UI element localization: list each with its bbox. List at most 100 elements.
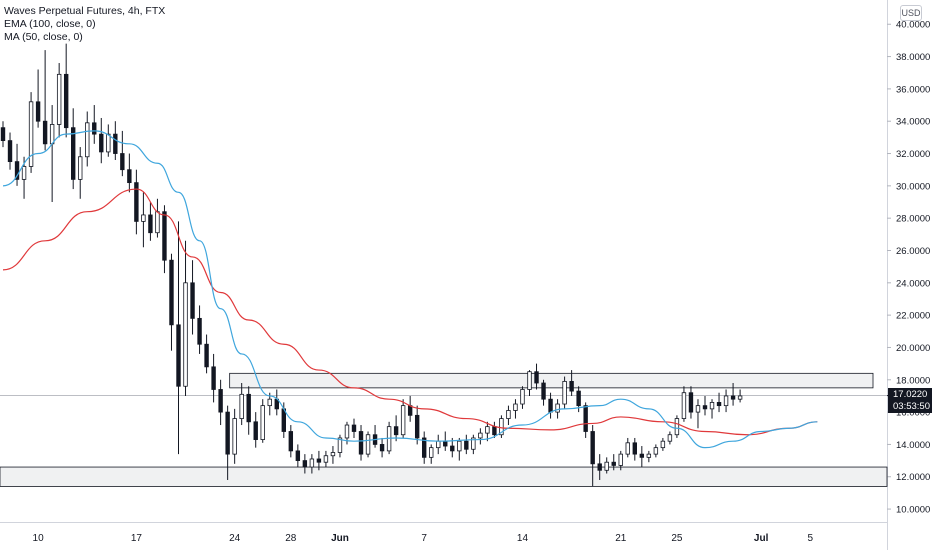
candle-body — [429, 447, 434, 458]
candle-body — [457, 440, 462, 452]
zone-rect — [229, 372, 874, 389]
candle-body — [478, 432, 483, 439]
candle-body — [702, 405, 708, 410]
bar-countdown: 03:53:50 — [893, 401, 930, 412]
candle-body — [681, 392, 687, 419]
candle-body — [569, 380, 574, 392]
y-tick-label: 18.0000 — [896, 375, 930, 386]
ema-100-line — [2, 188, 818, 436]
x-tick-label: 24 — [229, 533, 241, 544]
candle-body — [134, 182, 139, 222]
candle-body — [316, 458, 322, 463]
candle-body — [660, 440, 666, 449]
candle-body — [183, 282, 188, 387]
candle-body — [190, 282, 195, 319]
candle-body — [204, 343, 209, 368]
x-tick-label: 21 — [615, 533, 627, 544]
candle-body — [555, 403, 560, 413]
candle-body — [85, 122, 90, 158]
candle-body — [295, 450, 301, 461]
candle-body — [99, 133, 104, 153]
candle-body — [583, 405, 588, 432]
x-tick-label: 7 — [421, 533, 427, 544]
candle-body — [239, 393, 244, 419]
candle-body — [688, 392, 694, 413]
candle-body — [127, 169, 132, 184]
candle-body — [443, 440, 448, 447]
y-tick-label: 20.0000 — [896, 343, 930, 354]
candle-body — [723, 395, 729, 407]
candle-body — [7, 140, 13, 163]
y-tick-label: 12.0000 — [896, 472, 930, 483]
candle-body — [14, 161, 20, 180]
candle-body — [471, 437, 476, 450]
candle-body — [120, 153, 125, 171]
x-tick-label: 17 — [131, 533, 143, 544]
candle-body — [28, 101, 34, 167]
candle-body — [225, 411, 230, 455]
candle-body — [330, 452, 336, 457]
candle-body — [716, 402, 722, 407]
candle-body — [63, 73, 69, 129]
candle-body — [232, 418, 237, 455]
candle-body — [646, 453, 652, 458]
y-tick-label: 26.0000 — [896, 246, 930, 257]
candle-body — [534, 371, 539, 384]
ema-legend-label[interactable]: EMA (100, close, 0) — [4, 18, 96, 30]
candle-body — [667, 434, 673, 442]
candle-body — [113, 133, 118, 154]
candle-body — [653, 447, 659, 455]
chart-symbol-title[interactable]: Waves Perpetual Futures, 4h, FTX — [4, 5, 166, 17]
candle-body — [464, 440, 469, 450]
candle-body — [625, 442, 630, 455]
candle-body — [379, 444, 385, 452]
currency-button[interactable]: USD — [900, 5, 922, 21]
candle-body — [302, 460, 308, 468]
candle-body — [71, 127, 76, 180]
y-tick-label: 16.0000 — [896, 408, 930, 419]
candle-body — [141, 214, 146, 222]
candle-body — [506, 410, 511, 419]
candle-body — [176, 324, 181, 387]
y-tick-label: 24.0000 — [896, 278, 930, 289]
ma-50-line — [2, 130, 818, 449]
candle-body — [21, 166, 27, 180]
candle-body — [260, 405, 265, 440]
ma-legend-label[interactable]: MA (50, close, 0) — [4, 31, 83, 43]
candle-body — [695, 405, 701, 413]
candle-body — [492, 426, 497, 436]
last-price-badge: 17.0220 03:53:50 — [888, 388, 932, 413]
candle-body — [393, 426, 399, 436]
y-tick-label: 34.0000 — [896, 117, 930, 128]
candle-body — [162, 211, 167, 261]
candle-body — [78, 156, 83, 180]
candle-body — [730, 395, 736, 400]
candle-body — [351, 424, 357, 432]
y-tick-label: 28.0000 — [896, 214, 930, 225]
candle-body — [562, 380, 567, 405]
candle-body — [618, 453, 623, 466]
candle-body — [211, 366, 216, 390]
chart-legend: Waves Perpetual Futures, 4h, FTX EMA (10… — [4, 5, 165, 44]
candle-body — [520, 389, 525, 405]
x-tick-label: Jun — [331, 533, 349, 544]
candle-body — [169, 259, 174, 326]
candle-body — [49, 124, 55, 145]
candle-body — [450, 445, 455, 452]
candle-body — [155, 211, 160, 234]
candle-body — [737, 395, 743, 400]
y-tick-label: 22.0000 — [896, 311, 930, 322]
candle-body — [414, 414, 420, 439]
candle-body — [148, 214, 153, 234]
candle-body — [344, 424, 350, 439]
x-tick-label: 10 — [33, 533, 45, 544]
candle-body — [218, 389, 223, 413]
candle-body — [590, 431, 595, 465]
candle-body — [597, 463, 602, 471]
candle-body — [407, 405, 413, 416]
candle-body — [323, 455, 329, 463]
candle-body — [35, 101, 41, 122]
candle-body — [197, 317, 202, 345]
x-tick-label: 25 — [671, 533, 683, 544]
